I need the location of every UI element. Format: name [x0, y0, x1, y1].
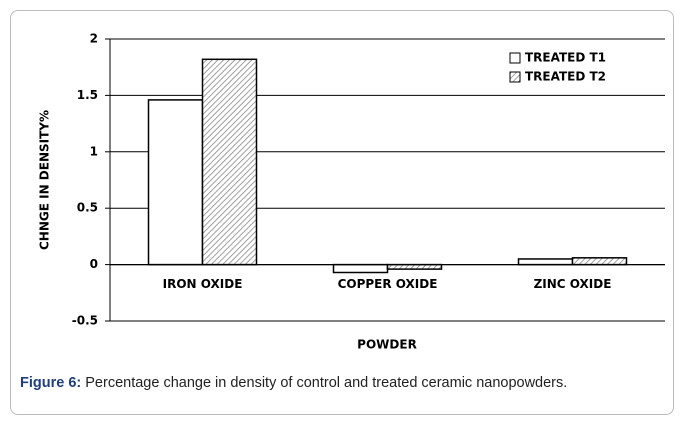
caption-label: Figure 6: — [20, 375, 82, 391]
caption-text: Percentage change in density of control … — [85, 375, 568, 391]
caption: Figure 6: Percentage change in density o… — [20, 373, 660, 393]
legend-label: TREATED T2 — [525, 70, 606, 84]
legend-swatch — [509, 71, 521, 83]
legend-swatch — [509, 52, 521, 64]
x-tick-label: ZINC OXIDE — [534, 277, 612, 291]
bar — [517, 258, 574, 266]
bar — [386, 263, 443, 270]
x-tick-label: COPPER OXIDE — [338, 277, 438, 291]
figure-frame — [10, 10, 674, 415]
bar — [201, 58, 258, 266]
bar — [147, 99, 204, 266]
bar — [332, 263, 389, 274]
y-tick-label: 2 — [90, 32, 98, 46]
y-tick-label: -0.5 — [72, 314, 98, 328]
y-tick-label: 0 — [90, 257, 98, 271]
y-tick-label: 0.5 — [77, 201, 98, 215]
x-tick-label: IRON OXIDE — [163, 277, 243, 291]
y-tick-label: 1 — [90, 144, 98, 158]
x-axis-title: POWDER — [357, 338, 417, 352]
y-axis-title: CHNGE IN DENSITY% — [38, 110, 52, 250]
chart: POWDER CHNGE IN DENSITY% -0.5 0 0.5 1 1.5 2 IR… — [38, 32, 665, 352]
y-tick-label: 1.5 — [77, 88, 98, 102]
bar — [571, 257, 628, 266]
legend-label: TREATED T1 — [525, 51, 606, 65]
